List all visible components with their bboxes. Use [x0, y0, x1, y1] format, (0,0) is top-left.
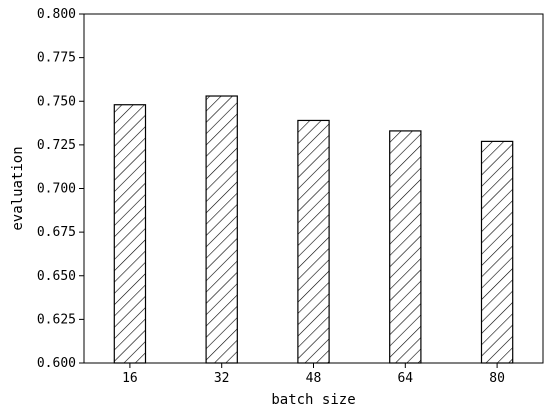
x-tick-label: 16 — [122, 371, 138, 386]
y-tick-label: 0.800 — [37, 7, 76, 22]
y-tick-label: 0.600 — [37, 356, 76, 371]
y-tick-label: 0.725 — [37, 138, 76, 153]
plot-area: 0.600 0.625 0.650 0.675 0.700 0.725 0.750 0.775… — [37, 7, 544, 386]
x-tick-label: 48 — [306, 371, 322, 386]
x-tick-label: 32 — [214, 371, 230, 386]
x-axis-label: batch size — [271, 392, 355, 408]
y-tick-label: 0.775 — [37, 51, 76, 66]
y-tick-label: 0.625 — [37, 312, 76, 327]
bar — [113, 104, 147, 364]
y-tick-label: 0.750 — [37, 94, 76, 109]
x-tick-label: 80 — [489, 371, 505, 386]
bar — [480, 140, 514, 364]
y-axis-label: evaluation — [10, 146, 26, 230]
y-tick-label: 0.700 — [37, 182, 76, 197]
x-tick-label: 64 — [397, 371, 413, 386]
bar — [205, 95, 238, 364]
bar — [297, 119, 330, 364]
y-tick-label: 0.650 — [37, 269, 76, 284]
bar — [389, 130, 422, 364]
y-tick-label: 0.675 — [37, 225, 76, 240]
